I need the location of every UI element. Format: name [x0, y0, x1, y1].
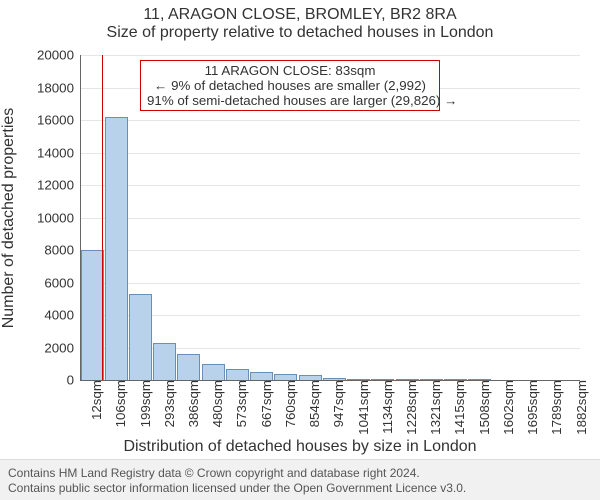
footer-line1: Contains HM Land Registry data © Crown c…: [8, 466, 592, 481]
gridline: [80, 283, 580, 284]
gridline: [80, 315, 580, 316]
x-tick-label: 1415sqm: [446, 380, 467, 435]
gridline: [80, 153, 580, 154]
histogram-bar: [202, 364, 225, 380]
x-tick-label: 573sqm: [228, 380, 249, 427]
y-tick-label: 4000: [44, 308, 80, 323]
x-tick-label: 1695sqm: [519, 380, 540, 435]
annotation-line: 11 ARAGON CLOSE: 83sqm: [147, 63, 433, 78]
gridline: [80, 250, 580, 251]
x-tick-label: 293sqm: [156, 380, 177, 427]
y-tick-label: 16000: [37, 113, 80, 128]
histogram-bar: [129, 294, 152, 380]
x-tick-label: 1602sqm: [495, 380, 516, 435]
chart-title-line2: Size of property relative to detached ho…: [0, 24, 600, 42]
histogram-bar: [81, 250, 104, 380]
histogram-bar: [177, 354, 200, 380]
annotation-line: ← 9% of detached houses are smaller (2,9…: [147, 78, 433, 93]
x-tick-label: 854sqm: [301, 380, 322, 427]
y-axis-title: Number of detached properties: [0, 107, 18, 328]
x-tick-label: 1508sqm: [471, 380, 492, 435]
histogram-bar: [105, 117, 128, 380]
y-tick-label: 6000: [44, 275, 80, 290]
x-axis-title: Distribution of detached houses by size …: [0, 438, 600, 456]
y-tick-label: 12000: [37, 178, 80, 193]
x-axis-line: [80, 380, 580, 381]
annotation-box: 11 ARAGON CLOSE: 83sqm← 9% of detached h…: [140, 60, 440, 111]
y-tick-label: 14000: [37, 145, 80, 160]
y-tick-label: 0: [67, 373, 80, 388]
gridline: [80, 55, 580, 56]
histogram-bar: [250, 372, 273, 380]
x-tick-label: 1321sqm: [422, 380, 443, 435]
chart-title-line1: 11, ARAGON CLOSE, BROMLEY, BR2 8RA: [0, 6, 600, 24]
x-tick-label: 1228sqm: [398, 380, 419, 435]
y-tick-label: 10000: [37, 210, 80, 225]
gridline: [80, 120, 580, 121]
x-tick-label: 947sqm: [325, 380, 346, 427]
histogram-bar: [153, 343, 176, 380]
x-tick-label: 1789sqm: [543, 380, 564, 435]
x-tick-label: 1041sqm: [350, 380, 371, 435]
x-tick-label: 1882sqm: [568, 380, 589, 435]
y-tick-label: 18000: [37, 80, 80, 95]
footer: Contains HM Land Registry data © Crown c…: [0, 459, 600, 500]
x-tick-label: 480sqm: [204, 380, 225, 427]
x-tick-label: 667sqm: [253, 380, 274, 427]
y-axis-line: [80, 55, 81, 380]
y-tick-label: 2000: [44, 340, 80, 355]
x-tick-label: 106sqm: [107, 380, 128, 427]
x-tick-label: 12sqm: [83, 380, 104, 420]
histogram-bar: [226, 369, 249, 380]
footer-line2: Contains public sector information licen…: [8, 481, 592, 496]
chart-container: 11, ARAGON CLOSE, BROMLEY, BR2 8RA Size …: [0, 0, 600, 500]
y-tick-label: 8000: [44, 243, 80, 258]
y-tick-label: 20000: [37, 48, 80, 63]
x-tick-label: 1134sqm: [374, 380, 395, 434]
reference-line: [102, 55, 103, 380]
annotation-line: 91% of semi-detached houses are larger (…: [147, 93, 433, 108]
x-tick-label: 199sqm: [132, 380, 153, 427]
x-tick-label: 386sqm: [180, 380, 201, 427]
gridline: [80, 218, 580, 219]
gridline: [80, 185, 580, 186]
x-tick-label: 760sqm: [277, 380, 298, 427]
